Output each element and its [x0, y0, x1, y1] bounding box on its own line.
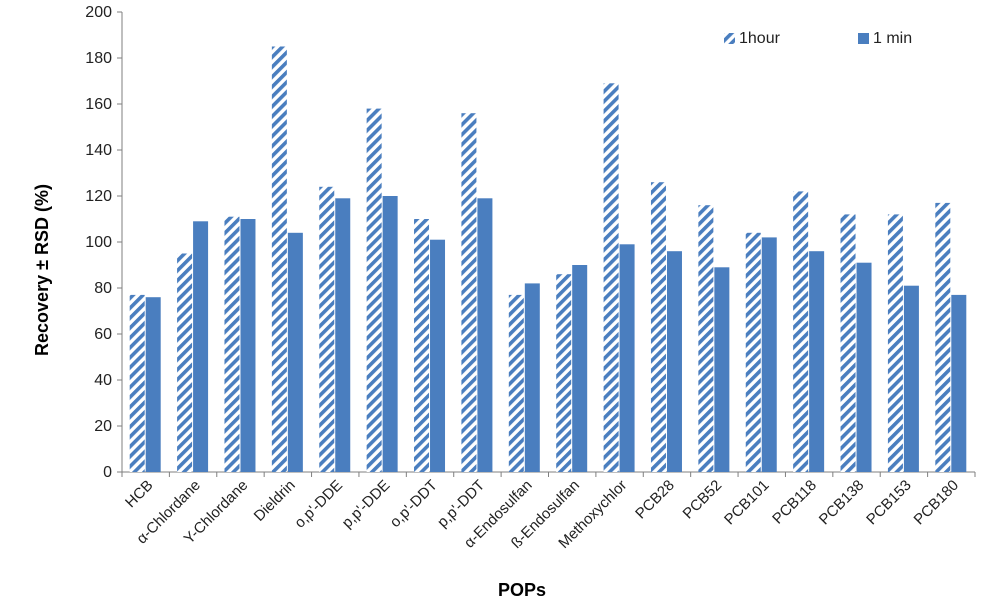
bar-1min	[809, 251, 825, 472]
bar-1hour	[650, 182, 666, 472]
bar-1min	[714, 267, 730, 472]
bar-1hour	[271, 46, 287, 472]
x-tick-label: o,p'-DDE	[291, 477, 346, 532]
bar-1min	[951, 294, 967, 472]
x-tick-label: PCB153	[863, 477, 915, 529]
x-tick-label: HCB	[122, 477, 156, 511]
x-tick-label: PCB138	[816, 477, 868, 529]
y-axis-title: Recovery ± RSD (%)	[32, 184, 52, 356]
legend-label-1hour: 1hour	[739, 30, 781, 47]
bar-1hour	[840, 214, 856, 472]
bar-1min	[287, 232, 303, 472]
legend-swatch-1min	[858, 33, 869, 44]
bar-1min	[430, 239, 446, 472]
bar-1hour	[556, 274, 572, 472]
bar-1min	[903, 285, 919, 472]
y-tick-label: 20	[94, 418, 112, 435]
y-tick-label: 0	[103, 464, 112, 481]
bars	[129, 46, 967, 473]
bar-1hour	[745, 232, 761, 472]
x-axis-title: POPs	[498, 580, 546, 600]
bar-1min	[240, 219, 256, 472]
y-tick-label: 200	[85, 4, 112, 21]
bar-1min	[193, 221, 209, 472]
bar-1hour	[793, 191, 809, 472]
bar-1min	[477, 198, 493, 473]
bar-1hour	[887, 214, 903, 472]
y-tick-label: 140	[85, 142, 112, 159]
y-tick-label: 80	[94, 280, 112, 297]
x-tick-label: PCB28	[632, 477, 678, 523]
x-tick-label: p,p'-DDE	[339, 477, 394, 532]
bar-1hour	[935, 202, 951, 472]
y-tick-label: 120	[85, 188, 112, 205]
y-tick-label: 40	[94, 372, 112, 389]
bar-1min	[666, 251, 682, 472]
bar-1min	[382, 196, 398, 472]
bar-1hour	[177, 253, 193, 472]
y-tick-label: 180	[85, 50, 112, 67]
bar-1min	[761, 237, 777, 472]
axes	[117, 11, 976, 477]
y-tick-label: 60	[94, 326, 112, 343]
y-tick-label: 160	[85, 96, 112, 113]
bar-1min	[524, 283, 540, 472]
bar-1min	[145, 297, 161, 472]
bar-1hour	[366, 108, 382, 472]
bar-1hour	[414, 219, 430, 472]
x-tick-label: PCB52	[680, 477, 726, 523]
legend-swatch-1hour	[724, 33, 735, 44]
x-tick-label: Dieldrin	[251, 477, 299, 525]
y-tick-labels: 0 20 40 60 80 100 120 140 160 180 200	[85, 4, 112, 481]
x-tick-label: o,p'-DDT	[387, 477, 441, 531]
bar-1hour	[319, 186, 335, 473]
bar-1min	[572, 265, 588, 472]
legend: 1hour 1 min	[724, 30, 912, 47]
bar-1hour	[698, 205, 714, 472]
y-tick-label: 100	[85, 234, 112, 251]
bar-1min	[856, 262, 872, 472]
bar-1hour	[508, 294, 524, 472]
bar-1hour	[603, 83, 619, 473]
x-tick-label: PCB180	[911, 477, 963, 529]
bar-1hour	[461, 113, 477, 472]
x-tick-label: PCB101	[721, 477, 773, 529]
bar-1hour	[224, 216, 240, 472]
bar-1hour	[129, 294, 145, 472]
bar-1min	[335, 198, 351, 473]
x-tick-label: PCB118	[769, 477, 820, 528]
bar-1min	[619, 244, 635, 472]
legend-label-1min: 1 min	[873, 30, 912, 47]
